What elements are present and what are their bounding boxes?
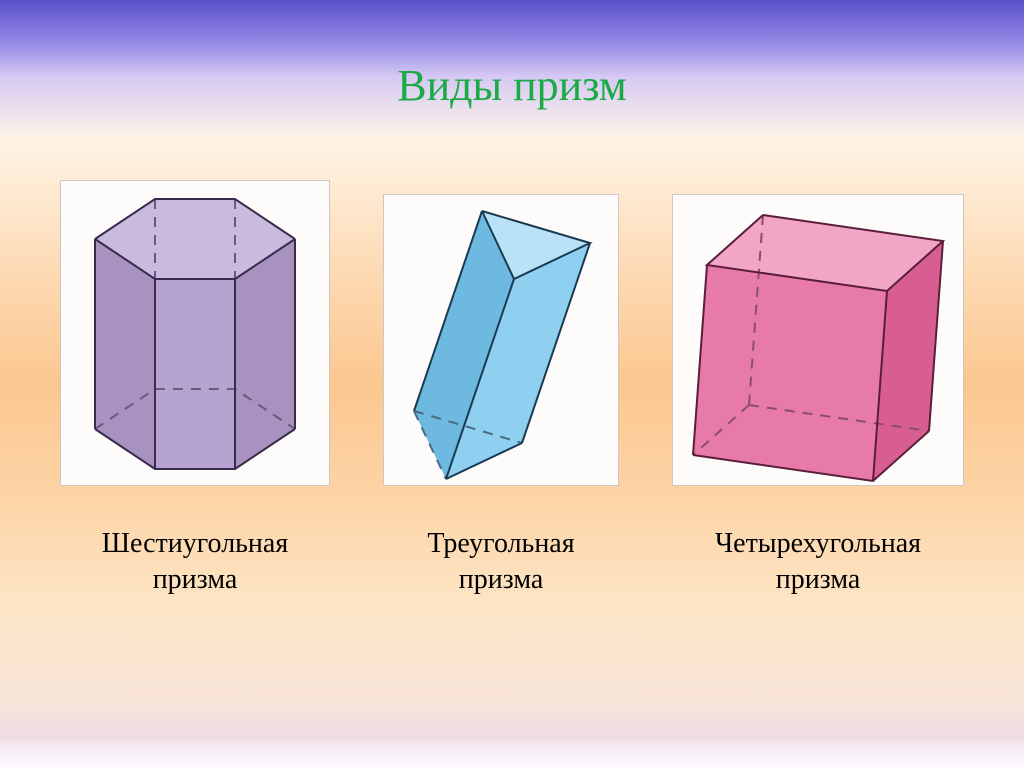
figure-quadrilateral: Четырехугольная призма (672, 194, 964, 599)
quad-front-face (693, 265, 887, 481)
triangular-prism-box (383, 194, 619, 486)
hexagonal-prism-icon (61, 181, 329, 485)
footer-glow (0, 737, 1024, 767)
hexagonal-prism-box (60, 180, 330, 486)
quadrilateral-prism-box (672, 194, 964, 486)
triangular-prism-icon (384, 195, 618, 485)
slide: Виды призм (0, 0, 1024, 767)
figure-triangular: Треугольная призма (383, 194, 619, 599)
figure-hexagonal: Шестиугольная призма (60, 180, 330, 599)
figures-row: Шестиугольная призма (60, 180, 964, 599)
quadrilateral-prism-icon (673, 195, 963, 485)
quadrilateral-caption: Четырехугольная призма (715, 526, 921, 599)
slide-title: Виды призм (0, 60, 1024, 111)
triangular-caption: Треугольная призма (427, 526, 574, 599)
hex-front-mid-face (155, 279, 235, 469)
hexagonal-caption: Шестиугольная призма (102, 526, 288, 599)
